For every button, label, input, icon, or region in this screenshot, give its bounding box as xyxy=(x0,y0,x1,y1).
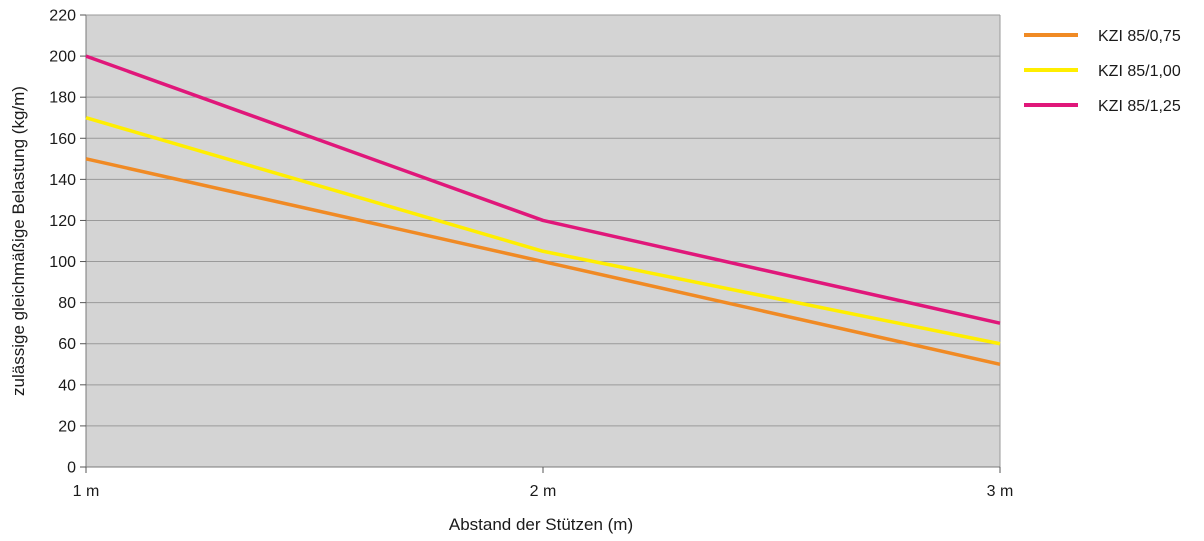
y-tick-label: 140 xyxy=(49,172,76,189)
y-axis-ticks: 0 20 40 60 80 100 120 140 160 180 200 220 xyxy=(49,8,86,477)
plot-area xyxy=(86,15,1000,467)
y-axis-title: zulässige gleichmäßige Belastung (kg/m) xyxy=(9,86,28,396)
y-tick-label: 120 xyxy=(49,213,76,230)
series-line-1 xyxy=(85,157,1001,366)
y-tick-label: 40 xyxy=(58,377,76,394)
legend-label-3: KZI 85/1,25 xyxy=(1098,98,1181,115)
series-lines xyxy=(85,54,1001,366)
y-tick-label: 100 xyxy=(49,254,76,271)
series-line-3 xyxy=(85,54,1001,325)
y-tick-label: 180 xyxy=(49,90,76,107)
y-tick-label: 60 xyxy=(58,336,76,353)
series-line-2 xyxy=(85,116,1001,346)
y-tick-label: 0 xyxy=(67,460,76,477)
legend: KZI 85/0,75 KZI 85/1,00 KZI 85/1,25 xyxy=(1024,28,1181,115)
y-tick-label: 80 xyxy=(58,295,76,312)
x-axis-title: Abstand der Stützen (m) xyxy=(449,515,633,534)
y-tick-label: 200 xyxy=(49,49,76,66)
legend-label-2: KZI 85/1,00 xyxy=(1098,63,1181,80)
x-tick-label: 1 m xyxy=(73,483,100,500)
legend-label-1: KZI 85/0,75 xyxy=(1098,28,1181,45)
y-tick-label: 20 xyxy=(58,418,76,435)
y-tick-label: 160 xyxy=(49,131,76,148)
x-axis-ticks: 1 m 2 m 3 m xyxy=(73,467,1014,500)
x-tick-label: 2 m xyxy=(530,483,557,500)
x-tick-label: 3 m xyxy=(987,483,1014,500)
y-tick-label: 220 xyxy=(49,8,76,25)
